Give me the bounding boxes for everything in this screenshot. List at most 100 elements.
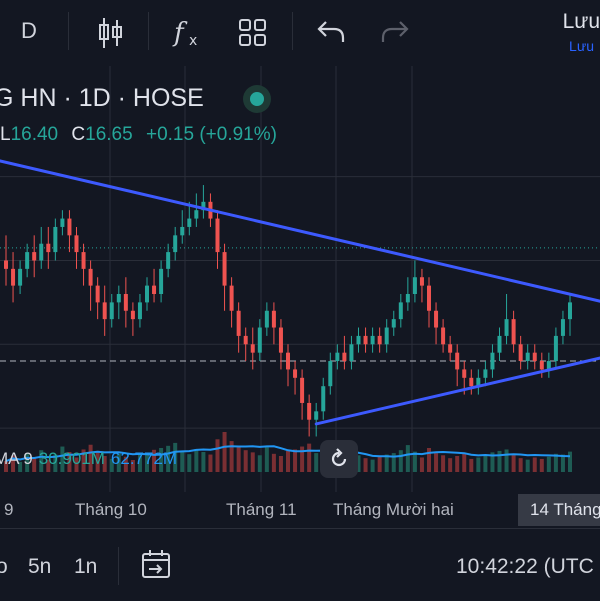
volume-bar <box>53 454 58 472</box>
candle-body <box>102 302 107 320</box>
volume-bar <box>568 451 572 472</box>
candle-body <box>441 327 446 345</box>
candle-body <box>483 369 488 378</box>
range-button[interactable]: o <box>0 555 8 578</box>
time-axis[interactable]: 9 Tháng 10 Tháng 11 Tháng Mười hai 14 Th… <box>0 492 600 528</box>
candle-body <box>222 252 227 286</box>
candle-body <box>145 285 149 303</box>
candle-body <box>152 285 157 294</box>
volume-bar <box>81 449 86 472</box>
volume-bar <box>391 453 396 472</box>
candle-body <box>74 235 79 253</box>
volume-bar <box>180 450 185 472</box>
crosshair-date-label: 14 Tháng <box>518 494 600 526</box>
save-sublabel: Lưu <box>569 38 594 54</box>
candle-body <box>53 226 58 253</box>
volume-bar <box>201 452 206 472</box>
volume-bar <box>137 454 142 472</box>
volume-bar <box>187 454 192 472</box>
volume-bar <box>300 446 305 472</box>
candle-body <box>243 335 248 345</box>
volume-bar <box>434 453 439 472</box>
volume-bar <box>208 454 213 472</box>
volume-bar <box>173 442 178 472</box>
volume-bar <box>476 457 481 472</box>
ohlc-legend: L16.40 C16.65 +0.15 (+0.91%) <box>0 124 277 146</box>
candle-body <box>546 361 551 370</box>
volume-bar <box>60 446 65 472</box>
volume-bar <box>469 458 474 472</box>
volume-bar <box>546 456 551 472</box>
volume-bar <box>109 458 114 472</box>
x-axis-label: Tháng 11 <box>226 500 297 519</box>
candle-body <box>391 319 396 328</box>
candle-body <box>201 201 206 211</box>
volume-bar <box>236 445 241 472</box>
volume-legend: MA 9 30.901M 62.772M <box>0 449 177 469</box>
candle-body <box>229 285 234 311</box>
x-axis-label: 9 <box>4 500 14 519</box>
candle-body <box>511 319 516 345</box>
volume-bar <box>307 443 312 472</box>
candlestick-chart-icon[interactable] <box>96 16 126 50</box>
goto-date-icon[interactable] <box>140 549 174 581</box>
redo-icon[interactable] <box>380 19 410 45</box>
volume-bar <box>159 448 164 472</box>
trendline <box>314 356 600 426</box>
interval-button[interactable]: D <box>21 18 37 43</box>
save-button[interactable]: Lưu <box>562 10 600 33</box>
fx-indicators-icon[interactable]: f x <box>172 14 206 50</box>
volume-bar <box>102 456 107 472</box>
volume-ma-value: 62.772M <box>110 449 178 468</box>
candle-body <box>95 285 100 303</box>
candle-body <box>532 352 537 362</box>
volume-bar <box>39 450 44 472</box>
range-button-5n[interactable]: 5n <box>28 555 52 578</box>
candle-body <box>271 310 276 328</box>
symbol-title[interactable]: G HN · 1D · HOSE <box>0 84 204 112</box>
reset-chart-button[interactable] <box>320 440 358 478</box>
volume-ma-line <box>5 445 571 463</box>
candle-body <box>370 335 375 345</box>
volume-bar <box>278 456 283 472</box>
volume-bar <box>363 458 368 472</box>
candle-body <box>159 268 164 294</box>
candle-body <box>504 319 509 336</box>
top-toolbar: D f x Lưu Lưu <box>0 0 600 66</box>
svg-text:f: f <box>172 18 188 48</box>
change-value: +0.15 (+0.91%) <box>145 124 277 145</box>
candle-body <box>419 277 424 286</box>
volume-bar <box>405 445 410 472</box>
candle-body <box>321 386 326 412</box>
grid-layout-icon[interactable] <box>237 17 269 49</box>
volume-bar <box>504 449 509 472</box>
close-label: C <box>71 124 86 145</box>
volume-ma-label: MA 9 <box>0 449 33 468</box>
volume-bar <box>448 458 453 472</box>
volume-bar <box>166 445 171 472</box>
candle-body <box>448 344 453 353</box>
candle-body <box>349 344 354 362</box>
volume-bar <box>145 453 149 472</box>
close-value: 16.65 <box>85 124 133 145</box>
volume-bar <box>532 457 537 472</box>
volume-bar <box>95 450 100 472</box>
volume-value: 30.901M <box>38 449 105 468</box>
volume-bar <box>412 451 417 472</box>
clock-time[interactable]: 10:42:22 (UTC <box>456 555 594 578</box>
candle-body <box>286 352 290 370</box>
candle-body <box>462 369 467 378</box>
volume-bar <box>377 456 382 472</box>
candle-body <box>314 411 319 420</box>
candle-body <box>335 352 340 362</box>
candle-body <box>116 294 121 303</box>
candle-body <box>32 252 37 261</box>
volume-bar <box>215 439 220 472</box>
range-button-1n[interactable]: 1n <box>74 555 98 578</box>
candle-body <box>46 243 51 253</box>
volume-bar <box>518 458 523 472</box>
undo-icon[interactable] <box>316 19 346 45</box>
volume-bar <box>264 447 269 472</box>
price-chart[interactable] <box>0 66 600 521</box>
candle-body <box>130 310 135 320</box>
